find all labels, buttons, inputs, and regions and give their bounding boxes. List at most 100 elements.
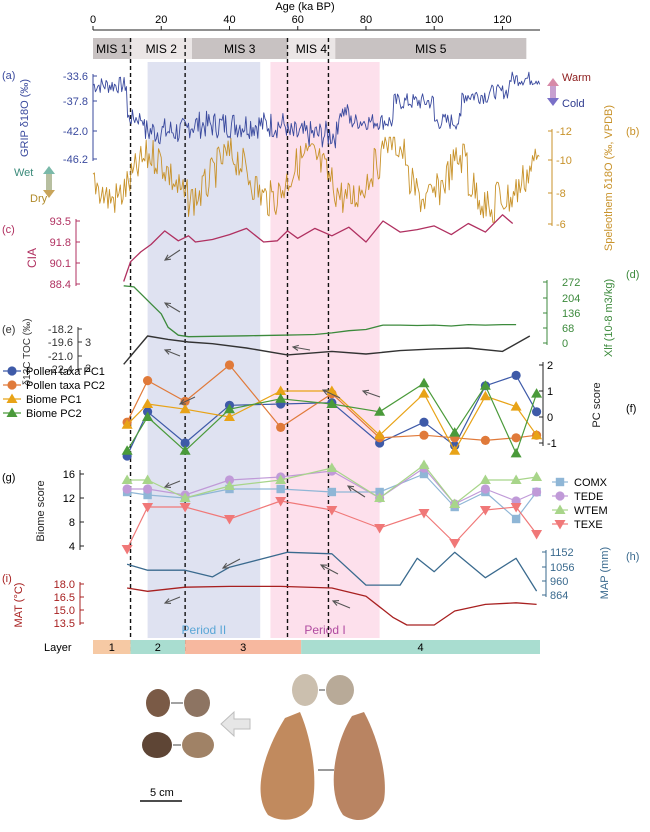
xlf-tick-label: 0 (562, 338, 568, 350)
toc-series (123, 335, 531, 365)
age-tick-label: 60 (292, 14, 304, 26)
pc-point (418, 377, 430, 388)
pc-legend-label: Biome PC1 (26, 394, 82, 406)
panel-b-tag: (b) (626, 126, 639, 138)
biome-legend-label: TEXE (574, 519, 603, 531)
biome-point (142, 474, 154, 484)
biome-point (449, 539, 461, 549)
trend-arrow-icon (346, 485, 366, 498)
panel-g-tag: (g) (2, 472, 15, 484)
trend-arrow-icon (163, 302, 181, 313)
layer-number: 2 (155, 642, 161, 654)
biome-point (122, 484, 132, 494)
biome-point (479, 474, 491, 484)
trend-arrow-icon (163, 596, 181, 604)
cia-axis-label: CIA (25, 248, 39, 268)
pc-legend-label: Pollen taxa PC1 (26, 366, 105, 378)
mat-tick-label: 16.5 (54, 592, 75, 604)
pc-point (419, 430, 429, 440)
panel-e-tag: (e) (2, 324, 15, 336)
cia-tick-label: 93.5 (50, 216, 71, 228)
pc-point (531, 429, 543, 440)
mis-segment (93, 38, 131, 59)
dry-arrow-icon (43, 190, 55, 198)
arrow-left-icon (220, 710, 251, 738)
biome-point (142, 484, 153, 494)
pc-point (511, 370, 521, 380)
biome-series-line (127, 464, 537, 505)
period-label: Period I (304, 623, 345, 637)
map-tick-label: 864 (550, 590, 568, 602)
map-axis-label: MAP (mm) (599, 547, 611, 599)
pc-legend-marker (6, 407, 18, 417)
flake-tool (142, 732, 172, 758)
period-bands: Period II Period I (147, 62, 380, 638)
map-tick-label: 1152 (550, 547, 574, 559)
pc-point (224, 360, 235, 370)
biome-point (531, 471, 543, 481)
biome-point (531, 487, 542, 497)
layer-label: Layer (44, 642, 72, 654)
mat-tick-label: 18.0 (54, 579, 75, 591)
warm-cold-shaft (550, 86, 556, 100)
speleothem-series (92, 136, 540, 223)
pc-point (510, 447, 522, 458)
trend-arrow-icon (319, 564, 339, 575)
pc-point (142, 398, 154, 408)
flake-tool (292, 674, 318, 706)
scale-bar-label: 5 cm (150, 787, 174, 799)
mat-axis-label: MAT (°C) (13, 583, 25, 628)
pc-point (179, 445, 191, 455)
mis-segment (130, 38, 192, 59)
biome-point (375, 487, 384, 497)
xlf-tick-label: 68 (562, 323, 574, 335)
toc-right-tick-label: 3 (85, 337, 91, 349)
pc-point (531, 407, 542, 417)
mis-segment (335, 38, 527, 59)
biome-legend-marker (555, 491, 565, 501)
age-tick-label: 40 (223, 14, 235, 26)
map-tick-label: 1056 (550, 562, 574, 574)
panel-i-tag: (i) (2, 573, 12, 585)
biome-axis-label: Biome score (35, 480, 47, 541)
trend-arrow-icon (331, 600, 351, 609)
biome-point (374, 492, 386, 502)
pc-point (142, 411, 154, 421)
pc-point (531, 388, 543, 398)
pc-point (276, 422, 286, 432)
pc-legend-marker (6, 393, 18, 403)
pc-tick-label: 2 (547, 360, 553, 372)
biome-point (223, 480, 235, 490)
biome-point (374, 524, 386, 534)
layer-segment (185, 640, 302, 654)
biome-tick-label: 4 (69, 541, 75, 553)
biome-series-line (127, 473, 538, 520)
pc-axis-label: PC score (591, 382, 603, 427)
biome-legend-marker (555, 477, 565, 487)
trend-arrows (163, 249, 381, 609)
grip-series (92, 71, 541, 149)
biome-point (510, 474, 522, 484)
biome-point (275, 474, 287, 484)
trend-arrow-icon (291, 344, 311, 351)
grip-tick-label: -46.2 (63, 154, 88, 166)
cia-tick-label: 91.8 (50, 237, 71, 249)
biome-point (480, 484, 491, 494)
age-axis-label: Age (ka BP) (275, 1, 334, 13)
pc-point (418, 388, 430, 398)
biome-point (143, 490, 152, 500)
mat-tick-label: 15.0 (54, 605, 75, 617)
pc-point (121, 445, 133, 455)
mat-series (126, 585, 537, 626)
flake-tool (326, 675, 354, 705)
period-label: Period II (182, 623, 227, 637)
pc-tick-label: 0 (547, 412, 553, 424)
mis-bar: MIS 1 MIS 2 MIS 3 MIS 4 MIS 5 (93, 38, 527, 59)
pc-point (121, 419, 133, 429)
biome-point (531, 530, 543, 540)
trend-arrow-icon (221, 558, 241, 569)
toc-tick-label: -18.2 (48, 324, 73, 336)
dry-label: Dry (30, 193, 48, 205)
xlf-axis-label: Xlf (10-8 m3/kg) (603, 279, 615, 357)
layer-segment (301, 640, 540, 654)
